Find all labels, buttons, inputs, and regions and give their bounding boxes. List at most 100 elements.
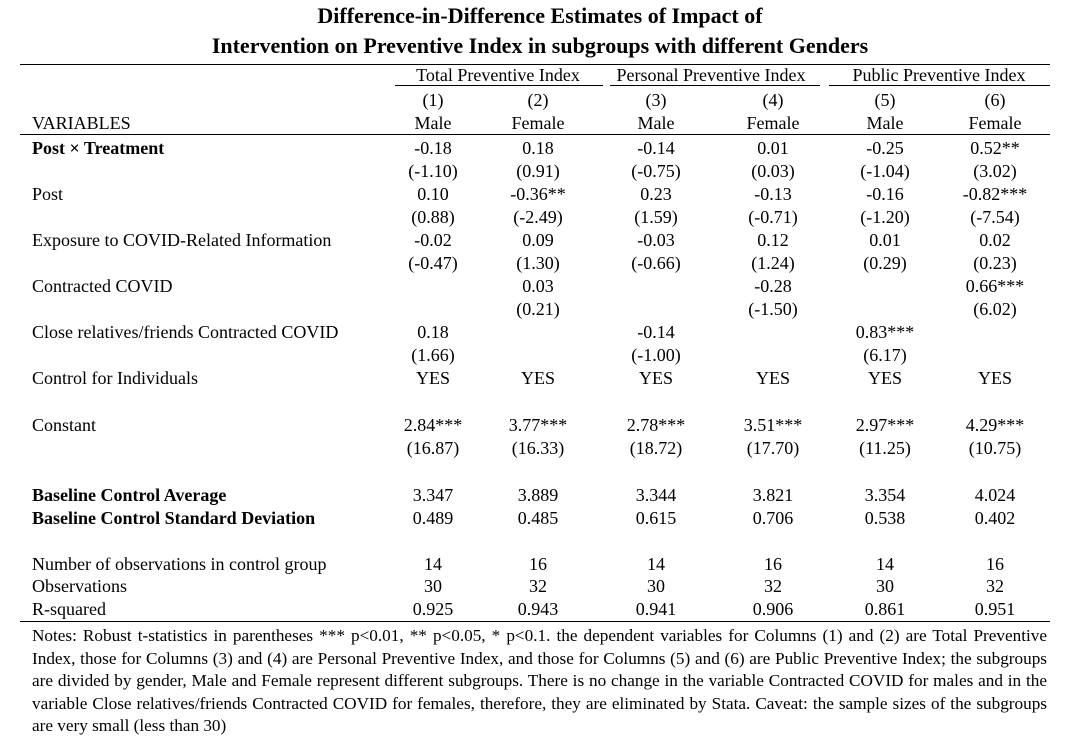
table-title-line-1: Difference-in-Difference Estimates of Im… [317, 3, 763, 28]
coefficient-cell: 3.344 [635, 485, 677, 505]
coefficient-cell: 0.23 [640, 184, 672, 204]
coefficient-cell: -0.03 [637, 230, 675, 250]
coefficient-cell: 4.29*** [965, 415, 1025, 435]
coefficient-cell: 30 [876, 576, 894, 596]
coefficient-cell: 2.97*** [855, 415, 915, 435]
table-notes: Notes: Robust t-statistics in parenthese… [32, 626, 1047, 735]
coefficient-cell: 3.889 [517, 485, 559, 505]
group-header-public: Public Preventive Index [852, 65, 1026, 85]
coefficient-cell: -0.25 [866, 138, 904, 158]
group-rule-public [829, 85, 1050, 86]
t-statistic-cell: (-0.75) [631, 161, 681, 181]
coefficient-cell: 0.09 [522, 230, 554, 250]
coefficient-cell: YES [755, 368, 791, 388]
coefficient-cell: 0.10 [417, 184, 449, 204]
t-statistic-cell: (-0.47) [408, 253, 458, 273]
coefficient-cell: 3.51*** [743, 415, 803, 435]
coefficient-cell: 14 [424, 554, 442, 574]
coefficient-cell: 0.906 [752, 599, 794, 619]
coefficient-cell: 2.78*** [626, 415, 686, 435]
t-statistic-cell: (16.33) [511, 438, 565, 458]
t-statistic-cell: (-2.49) [513, 207, 563, 227]
column-number-2: (2) [527, 90, 549, 110]
coefficient-cell: 0.01 [869, 230, 901, 250]
coefficient-cell: 0.18 [522, 138, 554, 158]
t-statistic-cell: (18.72) [629, 438, 683, 458]
t-statistic-cell: (0.23) [973, 253, 1017, 273]
t-statistic-cell: (0.21) [516, 299, 560, 319]
t-statistic-cell: (0.29) [863, 253, 907, 273]
coefficient-cell: 0.18 [417, 322, 449, 342]
coefficient-cell: YES [867, 368, 903, 388]
row-label: Control for Individuals [32, 368, 198, 388]
coefficient-cell: 0.489 [412, 508, 454, 528]
coefficient-cell: YES [638, 368, 674, 388]
coefficient-cell: YES [977, 368, 1013, 388]
group-header-total: Total Preventive Index [416, 65, 580, 85]
column-gender-2: Female [511, 113, 565, 133]
column-number-1: (1) [422, 90, 444, 110]
row-label: Baseline Control Average [32, 485, 227, 505]
coefficient-cell: 30 [424, 576, 442, 596]
t-statistic-cell: (-1.50) [748, 299, 798, 319]
coefficient-cell: -0.14 [637, 138, 675, 158]
coefficient-cell: 0.861 [864, 599, 906, 619]
row-label: Baseline Control Standard Deviation [32, 508, 316, 528]
t-statistic-cell: (1.59) [634, 207, 678, 227]
top-rule [20, 64, 1050, 65]
coefficient-cell: YES [415, 368, 451, 388]
column-gender-6: Female [968, 113, 1022, 133]
table-title-line-2: Intervention on Preventive Index in subg… [211, 33, 869, 58]
coefficient-cell: -0.28 [754, 276, 792, 296]
coefficient-cell: -0.02 [414, 230, 452, 250]
t-statistic-cell: (10.75) [968, 438, 1022, 458]
coefficient-cell: 0.402 [974, 508, 1016, 528]
coefficient-cell: 0.925 [412, 599, 454, 619]
t-statistic-cell: (1.66) [411, 345, 455, 365]
row-label: Close relatives/friends Contracted COVID [32, 322, 339, 342]
column-gender-1: Male [414, 113, 452, 133]
coefficient-cell: 0.941 [635, 599, 677, 619]
coefficient-cell: 14 [647, 554, 665, 574]
row-label: Post [32, 184, 64, 204]
coefficient-cell: 0.03 [522, 276, 554, 296]
column-number-5: (5) [874, 90, 896, 110]
row-label: Constant [32, 415, 97, 435]
coefficient-cell: 16 [986, 554, 1004, 574]
coefficient-cell: 0.66*** [965, 276, 1025, 296]
group-rule-personal [610, 85, 820, 86]
t-statistic-cell: (-7.54) [970, 207, 1020, 227]
group-header-personal: Personal Preventive Index [616, 65, 806, 85]
coefficient-cell: 32 [986, 576, 1004, 596]
coefficient-cell: 0.12 [757, 230, 789, 250]
coefficient-cell: 0.02 [979, 230, 1011, 250]
column-number-4: (4) [762, 90, 784, 110]
column-number-3: (3) [645, 90, 667, 110]
coefficient-cell: 0.52** [970, 138, 1020, 158]
coefficient-cell: 3.77*** [508, 415, 568, 435]
coefficient-cell: 0.951 [974, 599, 1016, 619]
coefficient-cell: -0.18 [414, 138, 452, 158]
row-label: Exposure to COVID-Related Information [32, 230, 332, 250]
column-number-6: (6) [984, 90, 1006, 110]
t-statistic-cell: (-0.66) [631, 253, 681, 273]
row-label: Number of observations in control group [32, 554, 327, 574]
coefficient-cell: YES [520, 368, 556, 388]
coefficient-cell: 16 [529, 554, 547, 574]
t-statistic-cell: (-1.20) [860, 207, 910, 227]
column-gender-5: Male [866, 113, 904, 133]
t-statistic-cell: (-1.10) [408, 161, 458, 181]
row-label: Contracted COVID [32, 276, 173, 296]
coefficient-cell: 0.538 [864, 508, 906, 528]
t-statistic-cell: (-1.00) [631, 345, 681, 365]
coefficient-cell: 3.347 [412, 485, 454, 505]
coefficient-cell: 0.943 [517, 599, 559, 619]
header-rule [20, 134, 1050, 135]
row-label: Observations [32, 576, 127, 596]
coefficient-cell: 4.024 [974, 485, 1016, 505]
t-statistic-cell: (6.02) [973, 299, 1017, 319]
row-label: Post × Treatment [32, 138, 165, 158]
bottom-rule [20, 621, 1050, 622]
coefficient-cell: 32 [529, 576, 547, 596]
coefficient-cell: 0.615 [635, 508, 677, 528]
